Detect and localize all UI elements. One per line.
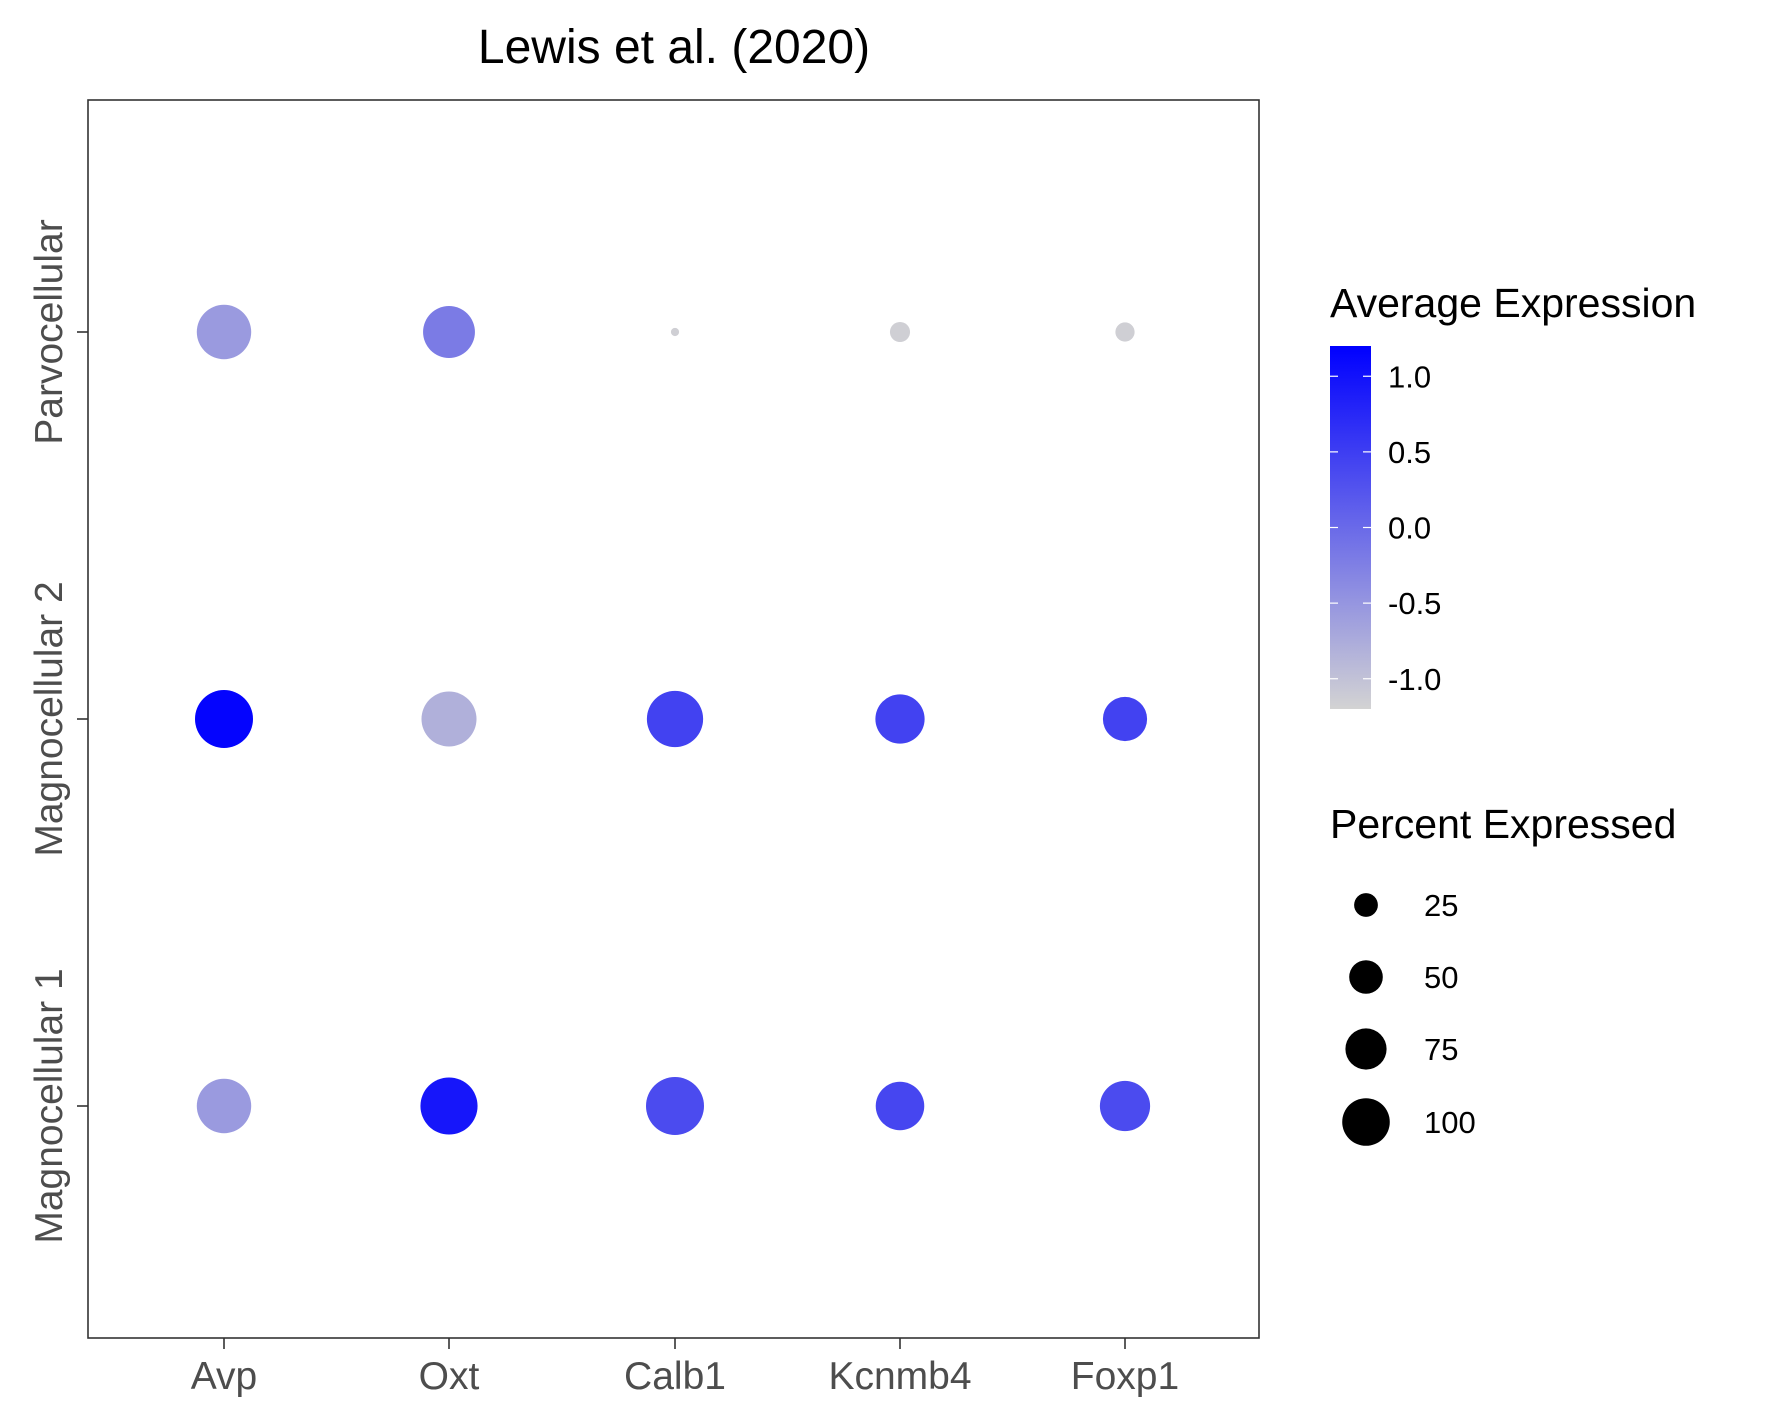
- size-legend-label-50: 50: [1424, 960, 1458, 995]
- x-tick-label-avp: Avp: [191, 1355, 258, 1398]
- dot-foxp1-parvocellular: [1115, 322, 1135, 342]
- size-legend-label-25: 25: [1424, 888, 1458, 923]
- dot-oxt-parvocellular: [423, 306, 475, 358]
- dot-foxp1-magnocellular-2: [1102, 696, 1148, 742]
- dot-avp-magnocellular-1: [196, 1078, 252, 1134]
- size-legend: Percent Expressed 25 50 75 100: [1330, 801, 1676, 1146]
- x-tick-label-calb1: Calb1: [624, 1355, 726, 1398]
- dot-oxt-magnocellular-1: [420, 1077, 478, 1135]
- x-axis: Avp Oxt Calb1 Kcnmb4 Foxp1: [191, 1338, 1179, 1398]
- color-legend: Average Expression -1.0 -0.5 0.0 0.5 1.0: [1330, 280, 1696, 709]
- y-tick-label-parvocellular: Parvocellular: [28, 219, 71, 444]
- size-legend-label-75: 75: [1424, 1032, 1458, 1067]
- color-legend-title: Average Expression: [1330, 280, 1696, 326]
- size-legend-dot-75: [1345, 1028, 1387, 1070]
- dot-avp-parvocellular: [196, 304, 252, 360]
- x-tick-label-kcnmb4: Kcnmb4: [828, 1355, 971, 1398]
- dot-foxp1-magnocellular-1: [1099, 1080, 1151, 1132]
- size-legend-dot-25: [1354, 893, 1378, 917]
- dot-calb1-magnocellular-2: [646, 690, 704, 748]
- dot-calb1-magnocellular-1: [646, 1077, 704, 1135]
- color-tick-label-0: -1.0: [1388, 662, 1441, 697]
- dot-avp-magnocellular-2: [195, 690, 253, 748]
- y-axis: Magnocellular 1 Magnocellular 2 Parvocellu…: [28, 219, 88, 1244]
- color-tick-label-3: 0.5: [1388, 435, 1431, 470]
- y-tick-label-magnocellular-2: Magnocellular 2: [28, 581, 71, 856]
- dot-oxt-magnocellular-2: [421, 691, 477, 747]
- size-legend-dot-50: [1349, 960, 1383, 994]
- x-tick-label-foxp1: Foxp1: [1071, 1355, 1179, 1398]
- size-legend-dot-100: [1342, 1098, 1390, 1146]
- data-points: [195, 304, 1151, 1135]
- size-legend-label-100: 100: [1424, 1105, 1476, 1140]
- color-tick-label-4: 1.0: [1388, 359, 1431, 394]
- color-tick-label-1: -0.5: [1388, 586, 1441, 621]
- color-tick-label-2: 0.0: [1388, 511, 1431, 546]
- chart-title: Lewis et al. (2020): [478, 21, 870, 74]
- dot-calb1-parvocellular: [670, 327, 680, 337]
- dot-kcnmb4-parvocellular: [889, 321, 911, 343]
- x-tick-label-oxt: Oxt: [419, 1355, 480, 1398]
- dot-kcnmb4-magnocellular-2: [875, 694, 925, 744]
- size-legend-title: Percent Expressed: [1330, 801, 1676, 847]
- y-tick-label-magnocellular-1: Magnocellular 1: [28, 968, 71, 1243]
- dot-kcnmb4-magnocellular-1: [875, 1081, 925, 1131]
